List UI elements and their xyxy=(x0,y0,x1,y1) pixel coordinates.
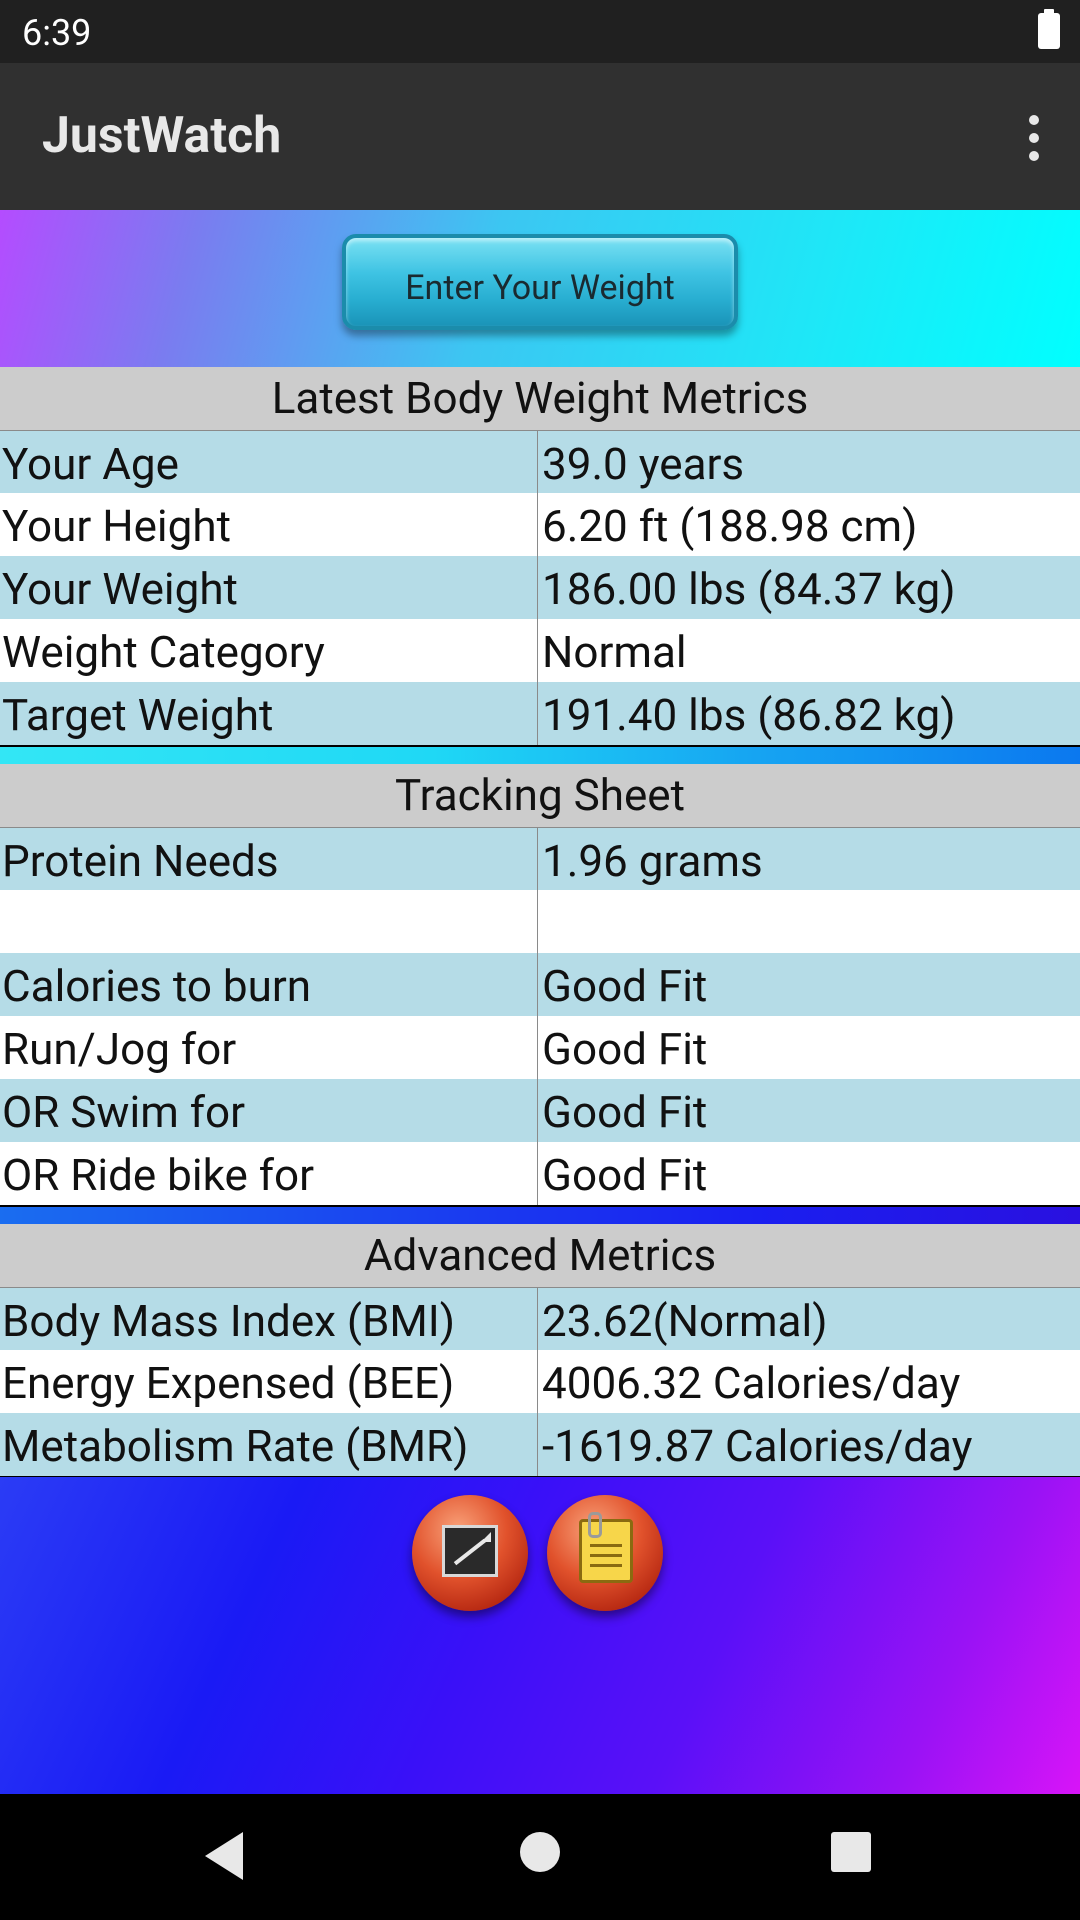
row-label: Calories to burn xyxy=(2,953,538,1016)
enter-weight-button[interactable]: Enter Your Weight xyxy=(342,234,738,330)
row-label: OR Ride bike for xyxy=(2,1142,538,1205)
table-row: Calories to burn Good Fit xyxy=(0,953,1080,1016)
row-value: 186.00 lbs (84.37 kg) xyxy=(542,563,956,615)
latest-metrics-table: Your Age 39.0 years Your Height 6.20 ft … xyxy=(0,430,1080,745)
overflow-menu-icon[interactable] xyxy=(1016,113,1052,163)
row-value: 4006.32 Calories/day xyxy=(542,1357,961,1409)
section-separator xyxy=(0,1207,1080,1224)
row-label: Your Weight xyxy=(2,556,538,619)
table-row: OR Ride bike for Good Fit xyxy=(0,1142,1080,1205)
row-value: Good Fit xyxy=(542,960,708,1012)
row-value: 39.0 years xyxy=(542,438,745,490)
bottom-panel xyxy=(0,1477,1080,1794)
back-icon[interactable] xyxy=(205,1832,243,1880)
section-header-advanced: Advanced Metrics xyxy=(0,1224,1080,1287)
table-row: Weight Category Normal xyxy=(0,619,1080,682)
row-value xyxy=(542,890,1078,953)
row-label xyxy=(2,890,538,953)
table-row: Your Age 39.0 years xyxy=(0,430,1080,494)
row-label: Target Weight xyxy=(2,682,538,745)
app-title: JustWatch xyxy=(42,107,282,165)
table-row: Protein Needs 1.96 grams xyxy=(0,827,1080,891)
table-row: Energy Expensed (BEE) 4006.32 Calories/d… xyxy=(0,1350,1080,1413)
row-label: Weight Category xyxy=(2,619,538,682)
chart-button[interactable] xyxy=(412,1495,528,1611)
row-label: Run/Jog for xyxy=(2,1016,538,1079)
table-row: Your Weight 186.00 lbs (84.37 kg) xyxy=(0,556,1080,619)
notes-button[interactable] xyxy=(547,1495,663,1611)
table-row: Your Height 6.20 ft (188.98 cm) xyxy=(0,493,1080,556)
row-label: Your Age xyxy=(2,431,538,494)
content: Enter Your Weight Latest Body Weight Met… xyxy=(0,210,1080,1794)
table-row: Target Weight 191.40 lbs (86.82 kg) xyxy=(0,682,1080,745)
row-label: Metabolism Rate (BMR) xyxy=(2,1413,538,1476)
tracking-sheet-table: Protein Needs 1.96 grams Calories to bur… xyxy=(0,827,1080,1205)
row-label: Body Mass Index (BMI) xyxy=(2,1288,538,1351)
row-value: 191.40 lbs (86.82 kg) xyxy=(542,689,956,741)
row-label: OR Swim for xyxy=(2,1079,538,1142)
row-value: Good Fit xyxy=(542,1086,708,1138)
status-bar: 6:39 xyxy=(0,0,1080,63)
advanced-metrics-table: Body Mass Index (BMI) 23.62(Normal) Ener… xyxy=(0,1287,1080,1476)
table-row xyxy=(0,890,1080,953)
row-value: 6.20 ft (188.98 cm) xyxy=(542,500,918,552)
row-label: Protein Needs xyxy=(2,828,538,891)
row-value: Good Fit xyxy=(542,1149,708,1201)
table-row: Body Mass Index (BMI) 23.62(Normal) xyxy=(0,1287,1080,1351)
chart-icon xyxy=(442,1525,498,1577)
top-banner: Enter Your Weight xyxy=(0,210,1080,367)
table-row: Metabolism Rate (BMR) -1619.87 Calories/… xyxy=(0,1413,1080,1476)
row-label: Energy Expensed (BEE) xyxy=(2,1350,538,1413)
home-icon[interactable] xyxy=(520,1832,560,1872)
row-value: 1.96 grams xyxy=(542,835,763,887)
recents-icon[interactable] xyxy=(831,1832,871,1872)
row-value: -1619.87 Calories/day xyxy=(542,1420,973,1472)
row-value: Good Fit xyxy=(542,1023,708,1075)
section-header-latest: Latest Body Weight Metrics xyxy=(0,367,1080,430)
section-separator xyxy=(0,747,1080,764)
section-header-tracking: Tracking Sheet xyxy=(0,764,1080,827)
notes-icon xyxy=(579,1512,633,1583)
row-value: Normal xyxy=(542,626,687,678)
table-row: OR Swim for Good Fit xyxy=(0,1079,1080,1142)
status-time: 6:39 xyxy=(22,12,92,54)
row-label: Your Height xyxy=(2,493,538,556)
navigation-bar xyxy=(0,1794,1080,1920)
row-value: 23.62(Normal) xyxy=(542,1295,828,1347)
battery-icon xyxy=(1038,9,1060,49)
app-bar: JustWatch xyxy=(0,63,1080,210)
table-row: Run/Jog for Good Fit xyxy=(0,1016,1080,1079)
